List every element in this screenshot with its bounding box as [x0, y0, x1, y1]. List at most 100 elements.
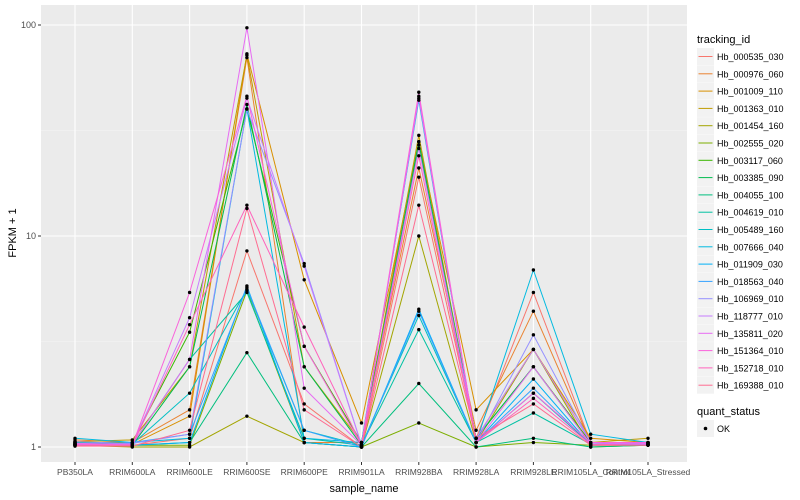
legend-label: Hb_001454_160: [717, 121, 784, 131]
data-point: [187, 414, 192, 418]
data-point: [531, 411, 536, 415]
legend-label: Hb_169388_010: [717, 381, 784, 391]
data-point: [589, 432, 593, 436]
x-tick-label: RRIM600SE: [223, 467, 271, 477]
data-point: [531, 440, 536, 445]
data-point: [302, 386, 306, 390]
data-point: [589, 443, 593, 447]
data-point: [302, 402, 306, 406]
data-point: [245, 203, 249, 207]
data-point: [245, 249, 249, 253]
x-axis-label: sample_name: [329, 483, 398, 495]
x-tick-label: PB350LA: [57, 467, 93, 477]
data-point: [187, 432, 192, 436]
x-tick-label: RRIM600LA: [109, 467, 156, 477]
data-point: [531, 309, 536, 313]
data-point: [474, 408, 478, 412]
y-tick-label: 100: [21, 20, 36, 30]
data-point: [417, 309, 421, 313]
data-point: [417, 175, 421, 179]
legend-label: Hb_003117_060: [717, 156, 783, 166]
data-point: [646, 443, 650, 447]
data-point: [417, 234, 421, 238]
data-point: [245, 94, 249, 98]
data-point: [417, 133, 421, 138]
data-point: [302, 278, 306, 282]
data-point: [417, 143, 421, 147]
data-point: [531, 377, 536, 381]
data-point: [73, 444, 77, 448]
data-point: [187, 330, 192, 334]
data-point: [245, 107, 249, 111]
legend-label: Hb_001363_010: [717, 104, 784, 114]
data-point: [417, 166, 421, 170]
data-point: [245, 206, 249, 211]
y-tick-label: 1: [31, 442, 36, 452]
data-point: [589, 436, 593, 440]
data-point: [245, 350, 249, 355]
data-point: [302, 264, 306, 268]
data-point: [302, 261, 306, 266]
data-point: [531, 386, 536, 390]
data-point: [531, 333, 536, 337]
data-point: [187, 443, 192, 447]
legend-label: Hb_005489_160: [717, 225, 784, 235]
data-point: [302, 440, 306, 445]
data-point: [531, 391, 536, 395]
y-axis: 1 10 100: [21, 20, 41, 452]
data-point: [359, 421, 364, 425]
y-tick-label: 10: [26, 231, 36, 241]
data-point: [187, 357, 192, 362]
legend-label: Hb_004055_100: [717, 190, 784, 200]
data-point: [187, 436, 192, 440]
legend-label: Hb_000535_030: [717, 52, 784, 62]
y-axis-label: FPKM + 1: [7, 208, 19, 257]
data-point: [187, 322, 192, 327]
data-points: [73, 26, 650, 449]
data-point: [245, 55, 249, 60]
legend-label: Hb_002555_020: [717, 139, 784, 149]
x-tick-label: RRIM928LA: [453, 467, 500, 477]
legend-label: Hb_106969_010: [717, 294, 784, 304]
data-point: [417, 94, 421, 98]
legend-label: Hb_152718_010: [717, 363, 784, 373]
data-point: [417, 203, 421, 207]
legend-label: Hb_000976_060: [717, 69, 784, 79]
data-point: [417, 146, 421, 151]
x-tick-label: RRIM105LA_Control: [551, 467, 630, 477]
legend-label: Hb_135811_020: [717, 329, 783, 339]
data-point: [531, 290, 536, 295]
x-tick-label: RRIM928BA: [395, 467, 443, 477]
data-point: [531, 347, 536, 352]
data-point: [531, 396, 536, 401]
x-tick-label: RRIM600PE: [281, 467, 329, 477]
data-point: [417, 313, 421, 318]
data-point: [474, 445, 478, 449]
x-tick-label: RRIM901LA: [338, 467, 385, 477]
legend-label: Hb_118777_010: [717, 312, 783, 322]
x-tick-label: RRIM928LE: [510, 467, 557, 477]
legend-label: Hb_151364_010: [717, 346, 784, 356]
legend-label: Hb_003385_090: [717, 173, 784, 183]
data-point: [187, 440, 192, 445]
data-point: [417, 139, 421, 144]
data-point: [531, 365, 536, 369]
data-point: [245, 53, 249, 57]
data-point: [245, 26, 249, 30]
data-point: [302, 436, 306, 440]
data-point: [130, 438, 134, 442]
data-point: [646, 440, 650, 445]
data-point: [531, 268, 536, 272]
data-point: [359, 445, 364, 449]
legend-label: Hb_007666_040: [717, 242, 784, 252]
point-legend-title: quant_status: [697, 406, 760, 418]
grid-lines: [41, 5, 687, 462]
data-point: [474, 428, 478, 432]
x-axis: PB350LA RRIM600LA RRIM600LE RRIM600SE RRIM60…: [57, 462, 691, 477]
data-point: [302, 344, 306, 349]
data-point: [245, 414, 249, 418]
data-point: [187, 316, 192, 320]
legend-label: Hb_001009_110: [717, 87, 783, 97]
data-point: [302, 428, 306, 432]
data-point: [417, 327, 421, 332]
